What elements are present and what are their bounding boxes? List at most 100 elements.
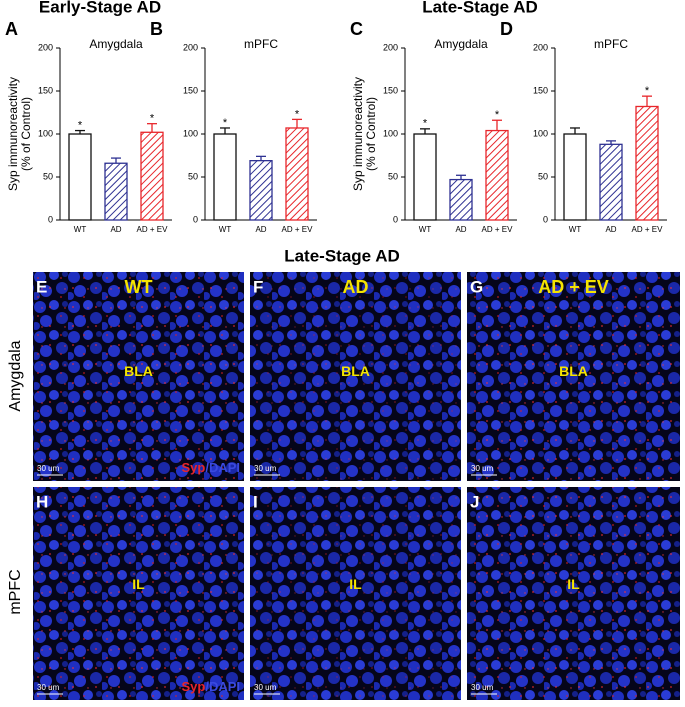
section-header: Late-Stage AD xyxy=(422,0,538,16)
bar xyxy=(213,133,237,221)
section-header: Early-Stage AD xyxy=(39,0,161,16)
synapse-signal xyxy=(250,272,461,481)
panel-letter: F xyxy=(253,277,263,296)
section-header: Late-Stage AD xyxy=(284,246,400,265)
x-tick-label: AD xyxy=(605,225,616,234)
stain-dapi: /DAPI xyxy=(205,679,240,694)
y-tick-label: 0 xyxy=(193,214,198,224)
bar xyxy=(285,127,309,221)
panel-letter: B xyxy=(150,19,163,39)
y-axis-label: Syp immunoreactivity xyxy=(351,77,365,191)
y-axis-label: Syp immunoreactivity xyxy=(6,77,20,191)
y-tick-label: 0 xyxy=(393,214,398,224)
bar xyxy=(249,160,273,221)
stain-syp: Syp xyxy=(181,679,205,694)
stain-legend: Syp/DAPI xyxy=(181,679,240,694)
y-tick-label: 200 xyxy=(38,42,53,52)
bar xyxy=(563,133,587,221)
y-tick-label: 0 xyxy=(48,214,53,224)
stain-dapi: /DAPI xyxy=(205,460,240,475)
condition-label: AD + EV xyxy=(538,277,609,297)
bar xyxy=(635,105,659,221)
region-label: BLA xyxy=(559,363,588,379)
region-label: IL xyxy=(132,576,145,592)
significance-marker: * xyxy=(295,108,300,120)
synapse-signal xyxy=(250,487,461,700)
y-tick-label: 100 xyxy=(183,128,198,138)
x-tick-label: AD + EV xyxy=(482,225,514,234)
panel-letter: H xyxy=(36,492,48,511)
condition-label: AD xyxy=(343,277,369,297)
synapse-signal xyxy=(33,272,244,481)
bar xyxy=(68,133,92,221)
y-axis-label: (% of Control) xyxy=(19,97,33,171)
region-label: IL xyxy=(349,576,362,592)
x-tick-label: WT xyxy=(419,225,432,234)
synapse-signal xyxy=(467,272,680,481)
significance-marker: * xyxy=(78,119,83,131)
significance-marker: * xyxy=(150,113,155,125)
x-tick-label: AD + EV xyxy=(282,225,314,234)
panel-letter: I xyxy=(253,492,258,511)
y-tick-label: 200 xyxy=(383,42,398,52)
x-tick-label: AD + EV xyxy=(137,225,169,234)
panel-letter: E xyxy=(36,277,47,296)
region-label: BLA xyxy=(341,363,370,379)
bar xyxy=(485,129,509,221)
y-tick-label: 0 xyxy=(543,214,548,224)
significance-marker: * xyxy=(223,117,228,129)
region-label: IL xyxy=(567,576,580,592)
y-tick-label: 200 xyxy=(183,42,198,52)
x-tick-label: AD xyxy=(255,225,266,234)
bar xyxy=(449,178,473,221)
y-tick-label: 50 xyxy=(43,171,53,181)
scale-label: 30 um xyxy=(254,683,277,692)
row-label: mPFC xyxy=(7,569,24,614)
x-tick-label: AD xyxy=(455,225,466,234)
significance-marker: * xyxy=(645,85,650,97)
scale-label: 30 um xyxy=(37,464,60,473)
bar xyxy=(140,131,164,221)
y-tick-label: 50 xyxy=(188,171,198,181)
synapse-signal xyxy=(467,487,680,700)
panel-letter: A xyxy=(5,19,18,39)
y-tick-label: 50 xyxy=(538,171,548,181)
y-tick-label: 50 xyxy=(388,171,398,181)
y-tick-label: 100 xyxy=(38,128,53,138)
y-tick-label: 150 xyxy=(38,85,53,95)
y-tick-label: 200 xyxy=(533,42,548,52)
scale-label: 30 um xyxy=(471,683,494,692)
stain-legend: Syp/DAPI xyxy=(181,460,240,475)
significance-marker: * xyxy=(423,118,428,130)
x-tick-label: AD + EV xyxy=(632,225,664,234)
significance-marker: * xyxy=(495,109,500,121)
scale-label: 30 um xyxy=(254,464,277,473)
y-axis-label: (% of Control) xyxy=(364,97,378,171)
x-tick-label: WT xyxy=(219,225,232,234)
bar xyxy=(104,162,128,221)
y-tick-label: 100 xyxy=(383,128,398,138)
y-tick-label: 150 xyxy=(383,85,398,95)
stain-syp: Syp xyxy=(181,460,205,475)
chart-subtitle: mPFC xyxy=(594,37,628,51)
scale-label: 30 um xyxy=(37,683,60,692)
chart-subtitle: mPFC xyxy=(244,37,278,51)
panel-letter: J xyxy=(470,492,479,511)
chart-subtitle: Amygdala xyxy=(434,37,488,51)
scale-label: 30 um xyxy=(471,464,494,473)
y-tick-label: 150 xyxy=(533,85,548,95)
x-tick-label: WT xyxy=(569,225,582,234)
bar xyxy=(413,133,437,221)
condition-label: WT xyxy=(125,277,153,297)
y-tick-label: 100 xyxy=(533,128,548,138)
panel-letter: G xyxy=(470,277,483,296)
row-label: Amygdala xyxy=(7,340,24,411)
y-tick-label: 150 xyxy=(183,85,198,95)
chart-subtitle: Amygdala xyxy=(89,37,143,51)
panel-letter: D xyxy=(500,19,513,39)
bar xyxy=(599,143,623,221)
region-label: BLA xyxy=(124,363,153,379)
x-tick-label: WT xyxy=(74,225,87,234)
x-tick-label: AD xyxy=(110,225,121,234)
